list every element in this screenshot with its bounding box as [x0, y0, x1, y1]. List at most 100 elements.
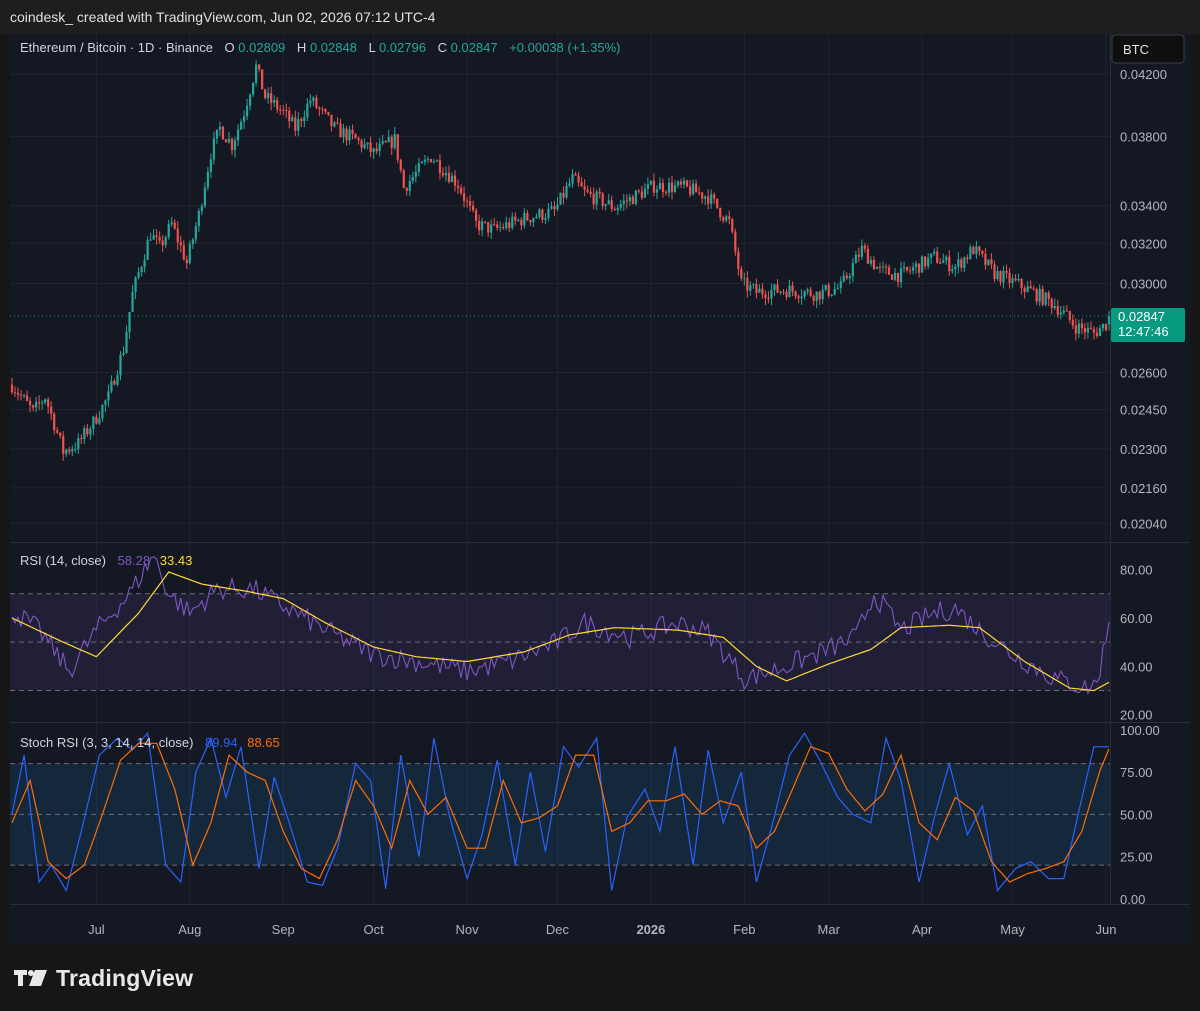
- candle[interactable]: [637, 188, 640, 194]
- candle[interactable]: [972, 245, 975, 255]
- candle[interactable]: [405, 187, 408, 196]
- candle[interactable]: [893, 267, 897, 282]
- candle[interactable]: [1065, 305, 1068, 312]
- candle[interactable]: [475, 207, 478, 228]
- candle[interactable]: [1056, 299, 1059, 318]
- candle[interactable]: [788, 279, 791, 298]
- candle[interactable]: [25, 390, 29, 402]
- candle[interactable]: [315, 94, 318, 110]
- candle[interactable]: [580, 177, 583, 187]
- candle[interactable]: [1017, 273, 1020, 282]
- candle[interactable]: [327, 111, 330, 116]
- candle[interactable]: [258, 64, 261, 73]
- candle[interactable]: [444, 166, 448, 182]
- candle[interactable]: [1083, 323, 1086, 340]
- candle[interactable]: [845, 272, 848, 281]
- candle[interactable]: [50, 401, 53, 421]
- price-pane[interactable]: [10, 34, 1110, 542]
- candle[interactable]: [912, 262, 915, 275]
- candle[interactable]: [896, 272, 900, 288]
- candle[interactable]: [568, 177, 571, 188]
- candle[interactable]: [881, 261, 885, 273]
- candle[interactable]: [312, 95, 315, 106]
- candle[interactable]: [239, 118, 243, 130]
- rsi-axis[interactable]: 80.00 60.00 40.00 20.00: [1120, 563, 1153, 723]
- stoch-axis[interactable]: 100.00 75.00 50.00 25.00 0.00: [1120, 723, 1160, 907]
- candle[interactable]: [233, 136, 237, 158]
- candle[interactable]: [38, 395, 41, 411]
- candle[interactable]: [291, 114, 294, 122]
- candle[interactable]: [737, 247, 740, 276]
- candle[interactable]: [89, 426, 92, 441]
- candle[interactable]: [963, 256, 966, 273]
- candle[interactable]: [532, 217, 535, 227]
- candle[interactable]: [478, 214, 481, 236]
- candle[interactable]: [619, 199, 622, 211]
- candle[interactable]: [297, 111, 300, 137]
- candle[interactable]: [984, 248, 987, 270]
- candle[interactable]: [167, 219, 170, 240]
- candle[interactable]: [65, 448, 68, 457]
- candle[interactable]: [110, 375, 113, 394]
- candle[interactable]: [707, 189, 710, 210]
- candle[interactable]: [366, 142, 369, 150]
- candle[interactable]: [336, 117, 339, 125]
- candle[interactable]: [472, 200, 475, 213]
- candle[interactable]: [921, 254, 924, 273]
- candle[interactable]: [812, 294, 815, 306]
- candle[interactable]: [936, 246, 939, 264]
- candle[interactable]: [155, 228, 158, 245]
- candle[interactable]: [104, 399, 107, 412]
- candle[interactable]: [330, 114, 333, 132]
- chart-area[interactable]: 0.04200 0.03800 0.03400 0.03200 0.03000 0.026…: [10, 34, 1190, 944]
- candle[interactable]: [161, 235, 164, 252]
- candle[interactable]: [951, 264, 954, 274]
- candle[interactable]: [821, 284, 824, 304]
- candle[interactable]: [481, 217, 484, 237]
- candle[interactable]: [966, 254, 969, 264]
- candle[interactable]: [631, 194, 634, 205]
- candle[interactable]: [411, 171, 414, 184]
- candle[interactable]: [673, 179, 677, 194]
- stoch-rsi-lines[interactable]: [11, 731, 1110, 893]
- candle[interactable]: [493, 218, 496, 226]
- candle[interactable]: [212, 131, 216, 165]
- candle[interactable]: [685, 179, 689, 188]
- candle[interactable]: [420, 160, 423, 164]
- candle[interactable]: [1038, 284, 1041, 307]
- candle[interactable]: [595, 189, 598, 211]
- candle[interactable]: [230, 137, 234, 156]
- candle[interactable]: [716, 198, 719, 209]
- candle[interactable]: [125, 325, 128, 354]
- candle[interactable]: [869, 256, 873, 267]
- candle[interactable]: [526, 210, 529, 222]
- candle[interactable]: [628, 193, 631, 206]
- candle[interactable]: [255, 60, 258, 87]
- candle[interactable]: [782, 289, 785, 295]
- candle[interactable]: [758, 284, 761, 293]
- last-price-badge[interactable]: 0.02847 12:47:46: [1111, 308, 1185, 343]
- candle[interactable]: [107, 384, 110, 408]
- candle[interactable]: [342, 124, 345, 143]
- candle[interactable]: [815, 291, 818, 308]
- candle[interactable]: [432, 159, 436, 164]
- candle[interactable]: [622, 193, 625, 212]
- candle[interactable]: [1080, 318, 1083, 335]
- candle[interactable]: [339, 118, 342, 138]
- candle[interactable]: [390, 134, 393, 155]
- candle[interactable]: [670, 175, 674, 200]
- candle[interactable]: [679, 178, 683, 188]
- candle[interactable]: [242, 110, 246, 130]
- candle[interactable]: [360, 138, 363, 153]
- candle[interactable]: [16, 387, 20, 401]
- candle[interactable]: [872, 256, 876, 271]
- candle[interactable]: [824, 284, 827, 292]
- candle[interactable]: [933, 248, 936, 257]
- candle[interactable]: [218, 121, 222, 137]
- candle[interactable]: [767, 291, 770, 304]
- candle[interactable]: [435, 159, 439, 162]
- currency-button-label[interactable]: BTC: [1123, 42, 1149, 57]
- candle[interactable]: [357, 136, 360, 145]
- candle[interactable]: [601, 191, 604, 210]
- candle[interactable]: [1014, 274, 1017, 282]
